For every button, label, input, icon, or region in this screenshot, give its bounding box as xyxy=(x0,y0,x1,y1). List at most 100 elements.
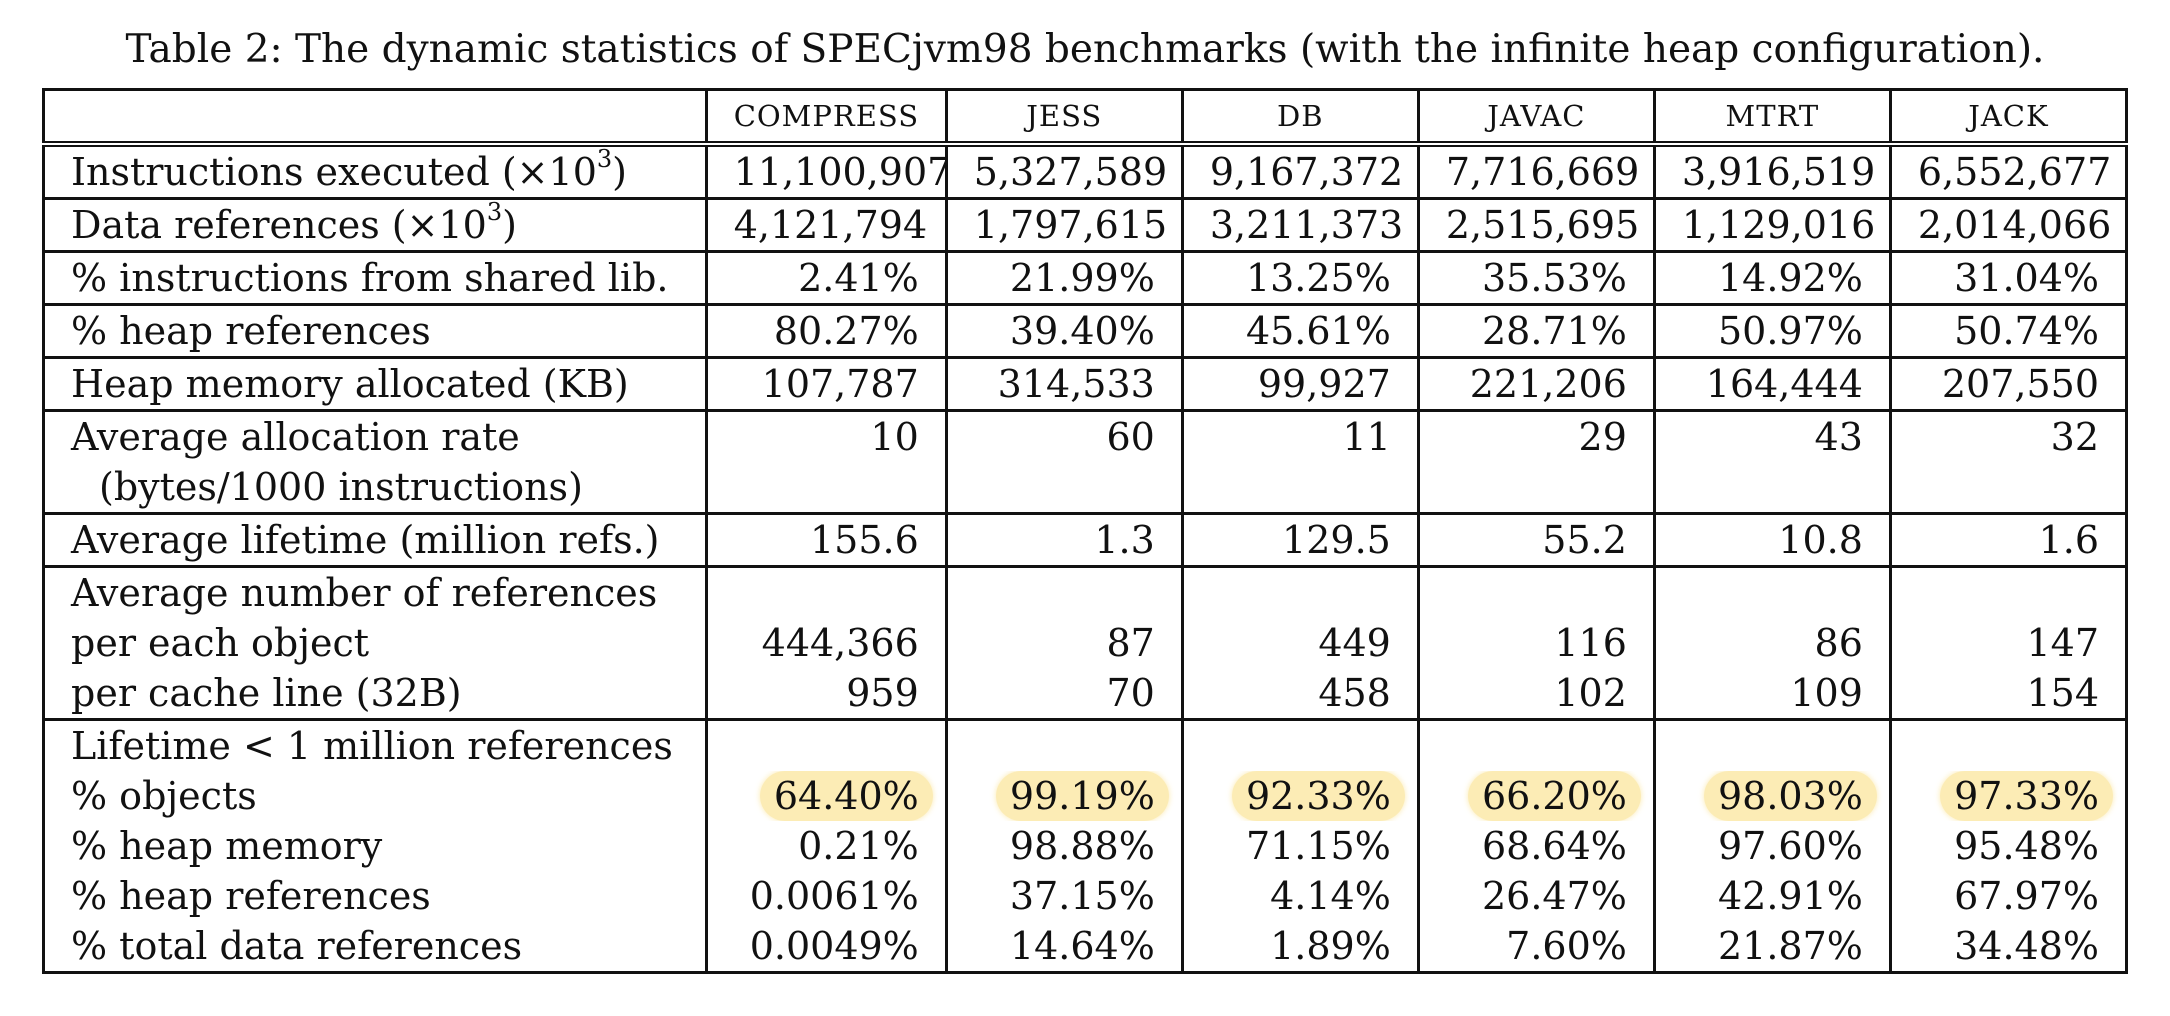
cell: 13.25% xyxy=(1180,250,1420,305)
row-sublabel: (bytes/1000 instructions) xyxy=(42,462,708,514)
cell: 31.04% xyxy=(1888,250,2129,305)
row-label: Average number of references xyxy=(42,565,708,618)
row-label: per cache line (32B) xyxy=(42,668,708,720)
cell: 21.87% xyxy=(1652,921,1892,974)
cell: 147 xyxy=(1888,618,2129,668)
cell: 1,129,016 xyxy=(1652,197,1892,252)
row-label: Data references (×103) xyxy=(42,197,708,252)
row-label: % total data references xyxy=(42,921,708,974)
cell: 14.64% xyxy=(944,921,1184,974)
row-label: Instructions executed (×103) xyxy=(42,141,708,199)
row-label: % heap references xyxy=(42,303,708,358)
column-header-jess: JESS xyxy=(944,88,1184,146)
cell: 3,211,373 xyxy=(1180,197,1420,252)
cell: 35.53% xyxy=(1416,250,1656,305)
cell: 164,444 xyxy=(1652,356,1892,411)
row-label: % heap memory xyxy=(42,821,708,871)
cell: 99.19% xyxy=(944,771,1184,821)
table-row-average-lifetime: Average lifetime (million refs.) 155.6 1… xyxy=(42,512,2129,567)
cell: 0.0061% xyxy=(704,871,948,921)
cell: 11 xyxy=(1180,409,1420,462)
cell: 458 xyxy=(1180,668,1420,720)
row-label: Heap memory allocated (KB) xyxy=(42,356,708,411)
header-blank-cell xyxy=(42,88,708,146)
cell: 50.97% xyxy=(1652,303,1892,358)
cell: 155.6 xyxy=(704,512,948,567)
cell: 2,014,066 xyxy=(1888,197,2129,252)
cell: 71.15% xyxy=(1180,821,1420,871)
row-label: % instructions from shared lib. xyxy=(42,250,708,305)
cell: 1.6 xyxy=(1888,512,2129,567)
cell: 2.41% xyxy=(704,250,948,305)
cell: 6,552,677 xyxy=(1888,141,2129,199)
cell: 28.71% xyxy=(1416,303,1656,358)
row-label: per each object xyxy=(42,618,708,668)
table-row-pct-total-data-references: % total data references 0.0049% 14.64% 1… xyxy=(42,921,2129,974)
cell: 32 xyxy=(1888,409,2129,462)
cell: 68.64% xyxy=(1416,821,1656,871)
cell: 3,916,519 xyxy=(1652,141,1892,199)
cell: 154 xyxy=(1888,668,2129,720)
cell: 34.48% xyxy=(1888,921,2129,974)
highlight-mark: 97.33% xyxy=(1940,771,2113,821)
cell: 29 xyxy=(1416,409,1656,462)
cell: 98.88% xyxy=(944,821,1184,871)
cell: 10 xyxy=(704,409,948,462)
cell: 9,167,372 xyxy=(1180,141,1420,199)
column-header-javac: JAVAC xyxy=(1416,88,1656,146)
cell: 5,327,589 xyxy=(944,141,1184,199)
cell: 50.74% xyxy=(1888,303,2129,358)
cell: 55.2 xyxy=(1416,512,1656,567)
cell: 95.48% xyxy=(1888,821,2129,871)
cell: 97.60% xyxy=(1652,821,1892,871)
cell: 42.91% xyxy=(1652,871,1892,921)
cell: 7,716,669 xyxy=(1416,141,1656,199)
cell: 87 xyxy=(944,618,1184,668)
cell: 14.92% xyxy=(1652,250,1892,305)
cell: 0.21% xyxy=(704,821,948,871)
table-row-heap-allocated: Heap memory allocated (KB) 107,787 314,5… xyxy=(42,356,2129,411)
cell: 449 xyxy=(1180,618,1420,668)
cell: 37.15% xyxy=(944,871,1184,921)
cell: 444,366 xyxy=(704,618,948,668)
table-row-avg-references-header: Average number of references xyxy=(42,565,2129,618)
cell: 4.14% xyxy=(1180,871,1420,921)
cell: 99,927 xyxy=(1180,356,1420,411)
highlight-mark: 98.03% xyxy=(1704,771,1877,821)
cell: 2,515,695 xyxy=(1416,197,1656,252)
cell: 26.47% xyxy=(1416,871,1656,921)
cell: 66.20% xyxy=(1416,771,1656,821)
cell: 102 xyxy=(1416,668,1656,720)
table-row-pct-objects: % objects 64.40% 99.19% 92.33% 66.20% 98… xyxy=(42,771,2129,821)
cell: 39.40% xyxy=(944,303,1184,358)
cell: 60 xyxy=(944,409,1184,462)
table-row-refs-per-object: per each object 444,366 87 449 116 86 14… xyxy=(42,618,2129,668)
cell: 86 xyxy=(1652,618,1892,668)
table-row-instructions: Instructions executed (×103) 11,100,907 … xyxy=(42,141,2129,199)
cell: 80.27% xyxy=(704,303,948,358)
row-label: Average lifetime (million refs.) xyxy=(42,512,708,567)
cell: 959 xyxy=(704,668,948,720)
cell: 221,206 xyxy=(1416,356,1656,411)
row-label: Average allocation rate xyxy=(42,409,708,462)
cell: 43 xyxy=(1652,409,1892,462)
cell: 11,100,907 xyxy=(704,141,948,199)
highlight-mark: 99.19% xyxy=(995,771,1169,821)
cell: 1.3 xyxy=(944,512,1184,567)
row-label: % objects xyxy=(42,771,708,821)
row-label: Lifetime < 1 million references xyxy=(42,718,708,771)
table-row-heap-references: % heap references 80.27% 39.40% 45.61% 2… xyxy=(42,303,2129,358)
cell: 45.61% xyxy=(1180,303,1420,358)
table-caption: Table 2: The dynamic statistics of SPECj… xyxy=(125,27,2045,72)
column-header-compress: COMPRESS xyxy=(704,88,948,146)
highlight-mark: 64.40% xyxy=(759,771,933,821)
cell: 0.0049% xyxy=(704,921,948,974)
table-row-allocation-rate-unit: (bytes/1000 instructions) xyxy=(42,462,2129,514)
cell: 97.33% xyxy=(1888,771,2129,821)
table-row-pct-heap-memory: % heap memory 0.21% 98.88% 71.15% 68.64%… xyxy=(42,821,2129,871)
highlight-mark: 66.20% xyxy=(1467,771,1641,821)
table-row-allocation-rate: Average allocation rate 10 60 11 29 43 3… xyxy=(42,409,2129,462)
cell: 98.03% xyxy=(1652,771,1892,821)
cell: 314,533 xyxy=(944,356,1184,411)
benchmark-stats-table: COMPRESS JESS DB JAVAC MTRT JACK Instruc… xyxy=(42,88,2129,974)
